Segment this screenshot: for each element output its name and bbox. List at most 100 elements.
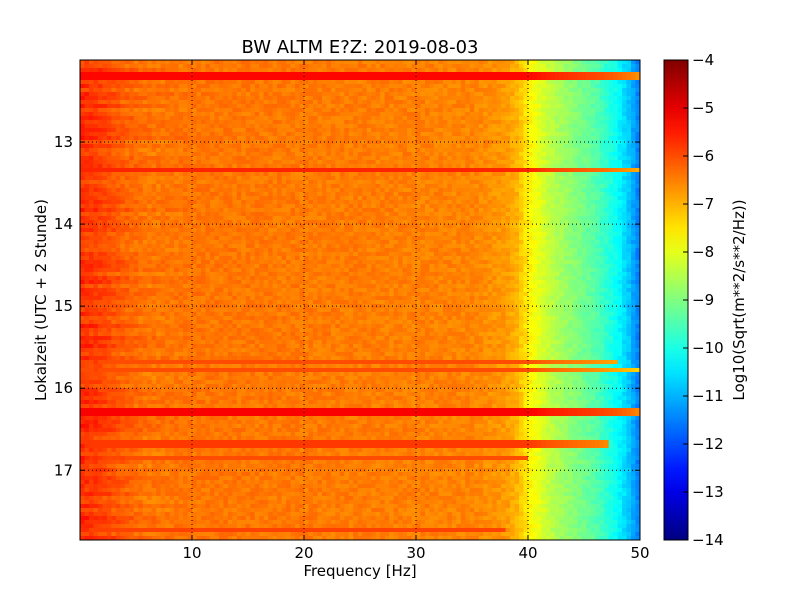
heatmap-cell xyxy=(447,204,453,209)
heatmap-cell xyxy=(209,116,215,121)
heatmap-cell xyxy=(631,72,637,77)
heatmap-cell xyxy=(156,192,162,197)
heatmap-cell xyxy=(183,100,189,105)
heatmap-cell xyxy=(263,68,269,73)
heatmap-cell xyxy=(501,140,507,145)
heatmap-cell xyxy=(438,124,444,129)
heatmap-cell xyxy=(218,156,224,161)
heatmap-cell xyxy=(514,192,520,197)
heatmap-cell xyxy=(554,188,560,193)
heatmap-cell xyxy=(492,108,498,113)
heatmap-cell xyxy=(487,136,493,141)
heatmap-cell xyxy=(187,96,193,101)
heatmap-cell xyxy=(147,144,153,149)
heatmap-cell xyxy=(156,144,162,149)
heatmap-cell xyxy=(312,212,319,217)
heatmap-cell xyxy=(559,140,565,145)
heatmap-cell xyxy=(362,212,368,217)
heatmap-cell xyxy=(483,120,489,125)
heatmap-cell xyxy=(613,180,619,185)
heatmap-cell xyxy=(586,192,592,197)
heatmap-cell xyxy=(398,72,404,77)
heatmap-cell xyxy=(595,188,601,193)
heatmap-cell xyxy=(398,196,404,201)
heatmap-cell xyxy=(245,112,251,117)
heatmap-cell xyxy=(268,112,274,117)
heatmap-cell xyxy=(227,128,233,133)
heatmap-cell xyxy=(492,68,498,73)
heatmap-cell xyxy=(371,136,377,141)
heatmap-cell xyxy=(263,92,269,97)
heatmap-cell xyxy=(424,180,431,185)
heatmap-cell xyxy=(460,168,466,173)
heatmap-cell xyxy=(581,96,587,101)
heatmap-cell xyxy=(326,64,332,69)
heatmap-cell xyxy=(402,188,408,193)
heatmap-cell xyxy=(290,144,296,149)
heatmap-cell xyxy=(474,156,480,161)
heatmap-cell xyxy=(528,180,534,185)
heatmap-cell xyxy=(474,180,480,185)
heatmap-cell xyxy=(290,108,296,113)
heatmap-cell xyxy=(254,180,260,185)
heatmap-cell xyxy=(80,136,86,141)
heatmap-cell xyxy=(151,124,157,129)
heatmap-cell xyxy=(339,200,345,205)
heatmap-cell xyxy=(106,100,112,105)
heatmap-cell xyxy=(523,64,529,69)
heatmap-cell xyxy=(438,104,444,109)
heatmap-cell xyxy=(568,168,574,173)
heatmap-cell xyxy=(447,176,453,181)
heatmap-cell xyxy=(129,200,135,205)
heatmap-cell xyxy=(165,120,171,125)
heatmap-cell xyxy=(133,112,139,117)
heatmap-cell xyxy=(523,172,529,177)
heatmap-cell xyxy=(528,88,534,93)
heatmap-cell xyxy=(559,152,565,157)
heatmap-cell xyxy=(371,68,377,73)
heatmap-cell xyxy=(398,212,404,217)
heatmap-cell xyxy=(245,168,251,173)
heatmap-cell xyxy=(536,212,543,217)
heatmap-cell xyxy=(286,76,292,81)
heatmap-cell xyxy=(357,160,363,165)
heatmap-cell xyxy=(366,68,372,73)
heatmap-cell xyxy=(577,136,583,141)
heatmap-cell xyxy=(80,212,86,217)
heatmap-cell xyxy=(626,104,632,109)
heatmap-cell xyxy=(250,68,256,73)
heatmap-cell xyxy=(501,184,507,189)
heatmap-cell xyxy=(411,120,417,125)
heatmap-cell xyxy=(613,168,619,173)
heatmap-cell xyxy=(196,148,202,153)
heatmap-cell xyxy=(501,156,507,161)
heatmap-cell xyxy=(442,100,448,105)
heatmap-cell xyxy=(259,76,265,81)
heatmap-cell xyxy=(626,180,632,185)
heatmap-cell xyxy=(402,148,408,153)
heatmap-cell xyxy=(411,168,417,173)
heatmap-cell xyxy=(138,208,144,213)
heatmap-cell xyxy=(568,64,574,69)
heatmap-cell xyxy=(142,168,148,173)
heatmap-cell xyxy=(169,188,175,193)
heatmap-cell xyxy=(142,80,148,85)
heatmap-cell xyxy=(523,180,529,185)
heatmap-cell xyxy=(165,100,171,105)
heatmap-cell xyxy=(178,176,184,181)
heatmap-cell xyxy=(424,68,431,73)
heatmap-cell xyxy=(483,212,489,217)
heatmap-cell xyxy=(474,112,480,117)
heatmap-cell xyxy=(259,192,265,197)
heatmap-cell xyxy=(344,60,350,65)
heatmap-cell xyxy=(635,124,640,129)
heatmap-cell xyxy=(563,88,569,93)
heatmap-cell xyxy=(554,72,560,77)
heatmap-cell xyxy=(209,104,215,109)
heatmap-cell xyxy=(528,132,534,137)
heatmap-cell xyxy=(183,208,189,213)
heatmap-cell xyxy=(407,128,413,133)
heatmap-cell xyxy=(492,60,498,65)
heatmap-cell xyxy=(617,148,623,153)
heatmap-cell xyxy=(236,216,242,221)
